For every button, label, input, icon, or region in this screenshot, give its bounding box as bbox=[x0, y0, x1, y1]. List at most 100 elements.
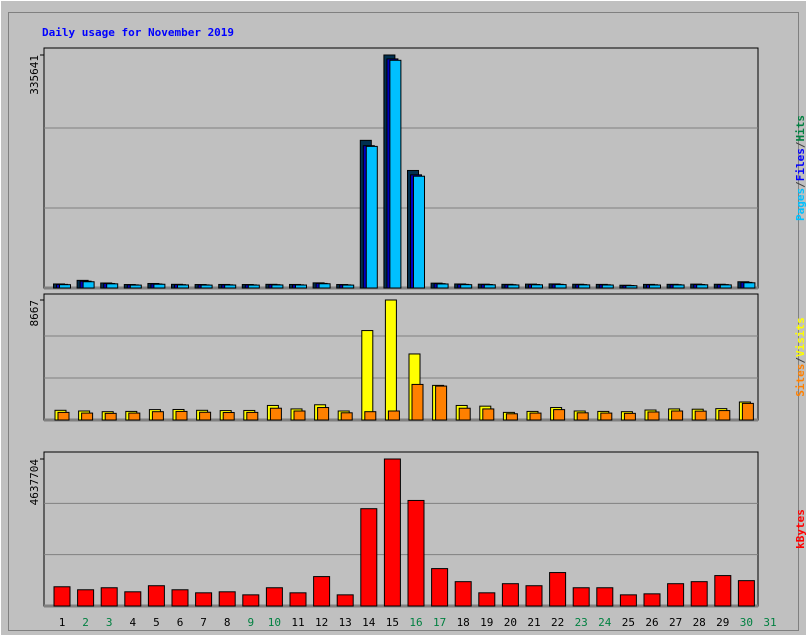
bar bbox=[293, 410, 306, 421]
bar bbox=[478, 592, 496, 607]
bar bbox=[242, 594, 260, 607]
bar bbox=[671, 410, 684, 421]
panel bbox=[43, 451, 759, 607]
x-tick-label: 4 bbox=[129, 616, 136, 629]
bar bbox=[460, 284, 473, 289]
bar bbox=[389, 59, 402, 289]
bar bbox=[265, 587, 283, 607]
bar bbox=[224, 284, 237, 289]
bar bbox=[129, 284, 142, 289]
x-tick-label: 26 bbox=[645, 616, 658, 629]
bar bbox=[383, 458, 401, 607]
bar bbox=[271, 284, 284, 289]
legend-separator: / bbox=[794, 141, 807, 148]
bar bbox=[578, 284, 591, 289]
bar bbox=[553, 409, 566, 421]
bar bbox=[672, 284, 685, 289]
x-tick-label: 16 bbox=[409, 616, 422, 629]
bar bbox=[177, 284, 189, 289]
bar bbox=[572, 587, 590, 607]
legend-entry: Hits bbox=[794, 115, 807, 142]
bar bbox=[195, 592, 213, 607]
bar bbox=[649, 284, 661, 289]
x-tick-label: 2 bbox=[82, 616, 89, 629]
bar bbox=[342, 284, 355, 289]
bar bbox=[128, 412, 141, 421]
x-tick-label: 9 bbox=[247, 616, 254, 629]
x-tick-label: 3 bbox=[106, 616, 113, 629]
legend: Pages/Files/Hits bbox=[794, 115, 807, 221]
bar bbox=[694, 410, 707, 421]
bar bbox=[554, 284, 567, 289]
bar bbox=[313, 576, 331, 607]
x-tick-label: 18 bbox=[457, 616, 470, 629]
x-tick-label: 21 bbox=[527, 616, 540, 629]
legend-entry: Pages bbox=[794, 188, 807, 221]
bar bbox=[596, 587, 614, 607]
bar bbox=[289, 592, 307, 607]
bar bbox=[82, 281, 95, 289]
bar bbox=[151, 411, 164, 421]
bar bbox=[384, 299, 397, 421]
bar bbox=[482, 408, 495, 421]
bar bbox=[718, 410, 731, 421]
legend-separator: / bbox=[794, 357, 807, 364]
bar bbox=[625, 285, 638, 289]
y-tick-label: 335641 bbox=[28, 55, 41, 95]
bar bbox=[364, 411, 377, 421]
legend: kBytes bbox=[794, 509, 807, 549]
bar bbox=[100, 587, 118, 607]
bar bbox=[436, 283, 449, 289]
bar bbox=[483, 284, 496, 289]
bar bbox=[411, 383, 424, 421]
legend-entry: kBytes bbox=[794, 509, 807, 549]
bar bbox=[576, 412, 589, 421]
bar bbox=[531, 284, 543, 289]
x-tick-label: 25 bbox=[622, 616, 635, 629]
x-tick-label: 30 bbox=[740, 616, 753, 629]
bar bbox=[549, 572, 567, 607]
bar bbox=[643, 593, 661, 607]
bar bbox=[623, 412, 636, 421]
panel bbox=[43, 293, 759, 421]
bar bbox=[222, 412, 235, 421]
bar bbox=[295, 284, 307, 289]
x-tick-label: 17 bbox=[433, 616, 446, 629]
bar bbox=[269, 407, 282, 421]
bar bbox=[407, 499, 425, 607]
bar bbox=[318, 283, 331, 289]
bar bbox=[501, 583, 519, 607]
bar bbox=[507, 284, 520, 289]
bar bbox=[387, 410, 400, 421]
bar bbox=[53, 586, 71, 607]
bar bbox=[737, 580, 755, 607]
bar bbox=[199, 411, 212, 421]
bar bbox=[361, 330, 374, 421]
x-tick-label: 13 bbox=[339, 616, 352, 629]
bar bbox=[525, 585, 543, 607]
bar bbox=[529, 412, 542, 421]
bar bbox=[714, 575, 732, 607]
x-tick-label: 24 bbox=[598, 616, 612, 629]
legend-entry: Sites bbox=[794, 364, 807, 397]
x-tick-label: 22 bbox=[551, 616, 564, 629]
x-tick-label: 27 bbox=[669, 616, 682, 629]
bar bbox=[200, 284, 213, 289]
bar bbox=[104, 412, 117, 421]
bar bbox=[317, 407, 330, 421]
bar bbox=[505, 413, 518, 421]
bar bbox=[667, 583, 685, 607]
bar bbox=[175, 410, 188, 421]
bar bbox=[340, 412, 353, 421]
bar bbox=[106, 283, 119, 289]
x-tick-label: 6 bbox=[177, 616, 184, 629]
legend: Sites/Visits bbox=[794, 317, 807, 397]
bar bbox=[81, 412, 94, 421]
legend-entry: Visits bbox=[794, 317, 807, 357]
bar bbox=[647, 411, 660, 421]
x-tick-label: 19 bbox=[480, 616, 493, 629]
legend-separator: / bbox=[794, 181, 807, 188]
bar bbox=[696, 284, 709, 289]
